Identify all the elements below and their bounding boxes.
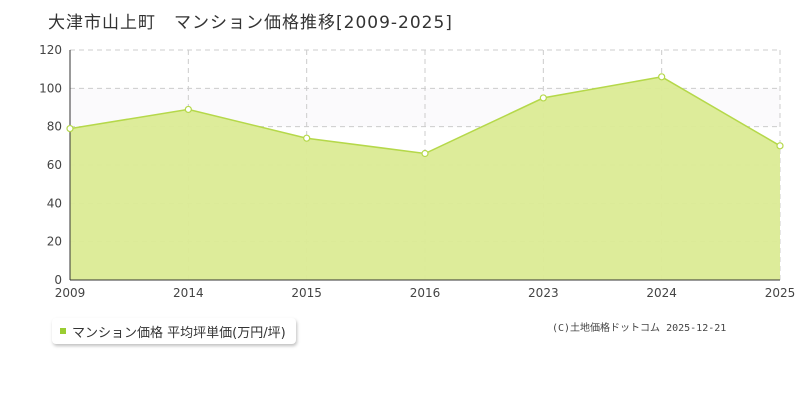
price-area [70,76,780,280]
y-tick-labels: 0 20 40 60 80 100 120 [39,43,62,287]
data-point[interactable] [776,142,784,150]
x-tick-label: 2025 [765,286,796,300]
legend-label: マンション価格 平均坪単価(万円/坪) [72,325,286,341]
copyright-text: (C)土地価格ドットコム 2025-12-21 [552,323,727,334]
x-tick-label: 2016 [410,286,441,300]
x-tick-label: 2015 [291,286,322,300]
chart-title: 大津市山上町 マンション価格推移[2009-2025] [48,13,453,33]
x-tick-label: 2023 [528,286,559,300]
x-tick-labels: 2009 2014 2015 2016 2023 2024 2025 [55,286,796,300]
chart-canvas: 0 20 40 60 80 100 120 2009 2014 2015 2016 2023 2024… [39,43,796,300]
y-tick-label: 80 [47,120,62,134]
legend: マンション価格 平均坪単価(万円/坪) [52,318,296,344]
data-point[interactable] [184,105,192,114]
data-point[interactable] [539,94,547,102]
legend-swatch [60,328,66,334]
x-tick-label: 2009 [55,286,86,300]
x-tick-label: 2024 [646,286,677,300]
data-point[interactable] [303,134,311,142]
y-tick-label: 60 [47,158,62,172]
y-tick-label: 40 [47,196,62,210]
data-point[interactable] [66,124,74,133]
x-tick-label: 2014 [173,286,204,300]
y-tick-label: 0 [54,273,62,287]
data-point[interactable] [658,73,666,81]
y-tick-label: 100 [39,81,62,95]
data-point[interactable] [421,149,429,158]
data-points [66,73,784,158]
y-tick-label: 120 [39,43,62,57]
y-tick-label: 20 [47,235,62,249]
